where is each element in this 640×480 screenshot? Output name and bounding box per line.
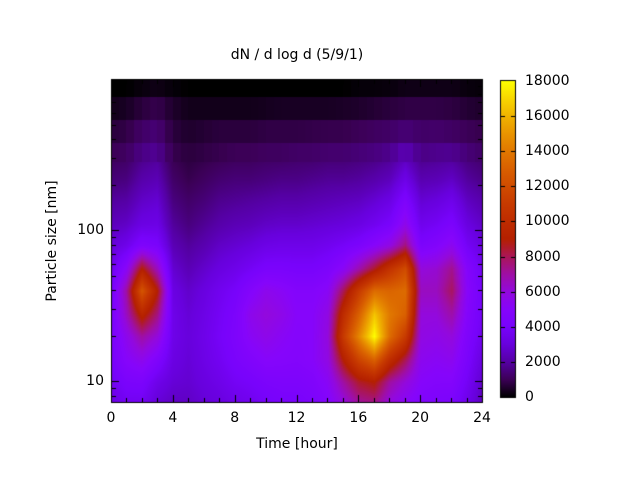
colorbar-tick-label-8000: 8000 [525, 248, 561, 265]
colorbar-tick-label-10000: 10000 [525, 213, 570, 230]
x-tick-label-0: 0 [106, 410, 116, 426]
y-axis-label: Particle size [nm] [44, 180, 60, 302]
x-tick-label-16: 16 [349, 410, 368, 426]
colorbar-tick-label-4000: 4000 [525, 318, 561, 335]
colorbar-tick-label-2000: 2000 [525, 353, 561, 370]
colorbar-tick-label-18000: 18000 [525, 73, 570, 89]
x-tick-label-20: 20 [411, 410, 430, 426]
y-tick-label-10: 10 [86, 373, 104, 390]
colorbar-tick-label-6000: 6000 [525, 283, 561, 300]
colorbar-tick-label-0: 0 [525, 389, 534, 405]
x-tick-label-8: 8 [230, 410, 240, 426]
x-axis-label: Time [hour] [256, 436, 338, 452]
colorbar-tick-label-16000: 16000 [525, 108, 570, 125]
colorbar-tick-label-12000: 12000 [525, 178, 570, 195]
colorbar-tick-label-14000: 14000 [525, 143, 570, 160]
chart-title: dN / d log d (5/9/1) [230, 47, 364, 63]
y-tick-label-100: 100 [77, 222, 104, 239]
x-tick-label-12: 12 [287, 410, 306, 426]
x-tick-label-24: 24 [473, 410, 491, 426]
x-tick-label-4: 4 [168, 410, 178, 426]
